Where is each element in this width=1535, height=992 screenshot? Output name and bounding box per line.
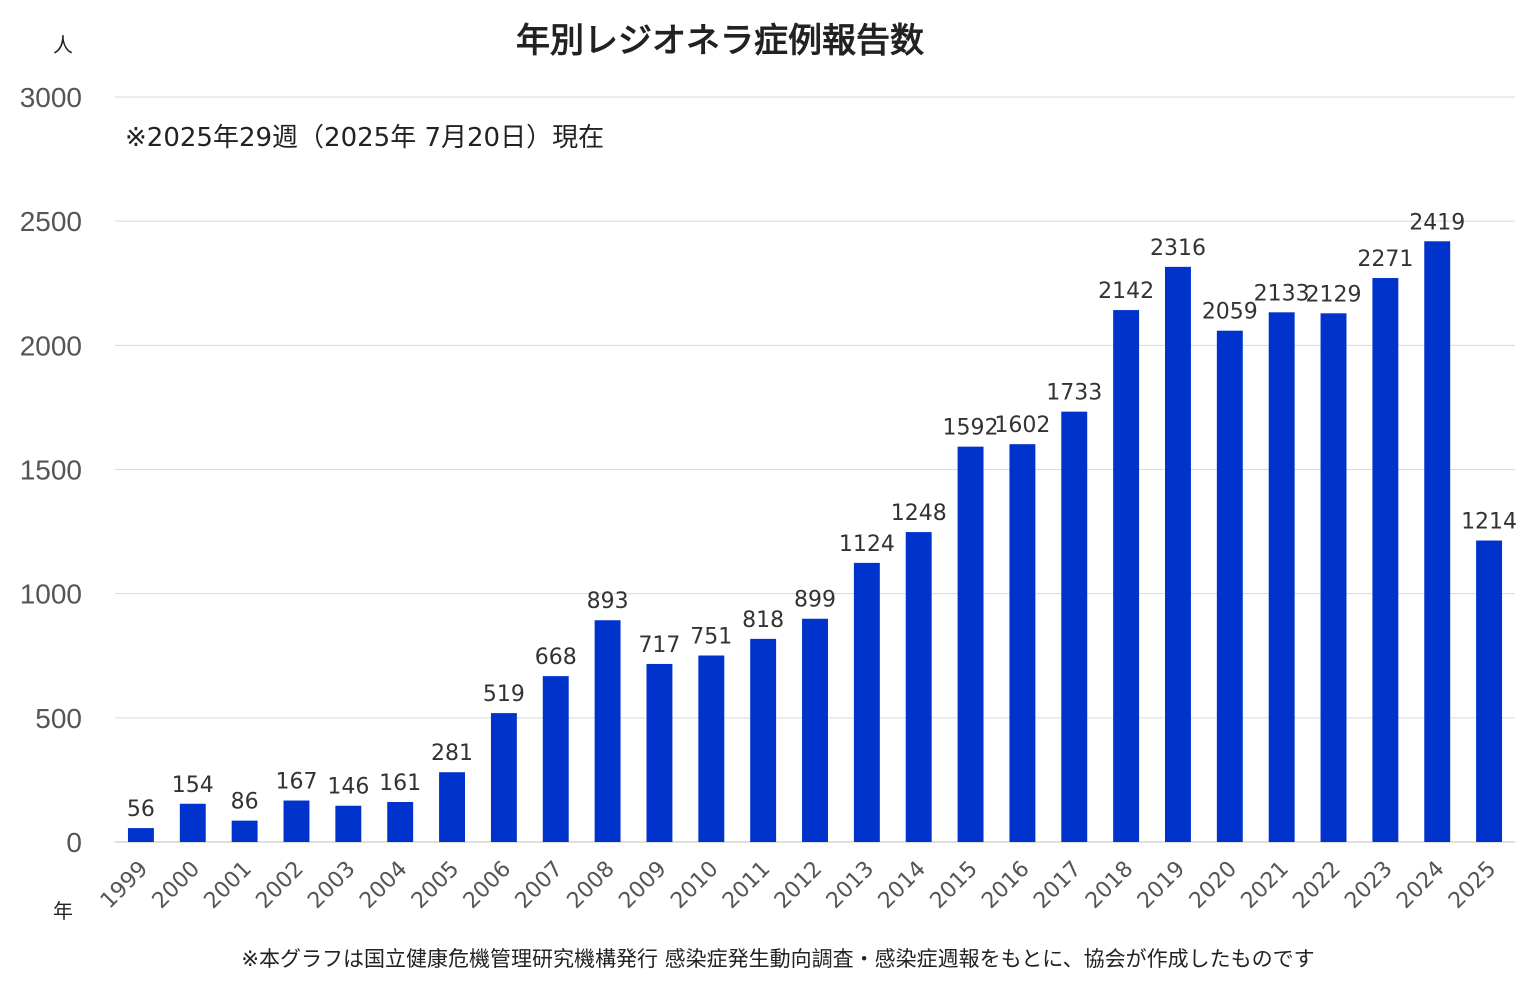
- data-label-2016: 1602: [994, 413, 1050, 438]
- bar-2021: [1268, 312, 1295, 842]
- x-tick-label-2008: 2008: [563, 857, 620, 914]
- bar-1999: [127, 828, 154, 842]
- bar-2015: [957, 446, 984, 842]
- x-tick-label-2014: 2014: [874, 857, 931, 914]
- bar-2017: [1061, 411, 1088, 842]
- data-label-2014: 1248: [891, 501, 947, 526]
- data-label-2008: 893: [587, 589, 629, 614]
- x-tick-label-2016: 2016: [977, 857, 1034, 914]
- bar-2006: [490, 713, 517, 842]
- bar-2002: [283, 800, 310, 842]
- y-axis-ticks: 0 500 1000 1500 2000 2500 3000: [20, 82, 82, 858]
- x-tick-label-2001: 2001: [200, 857, 257, 914]
- x-tick-label-2015: 2015: [926, 857, 983, 914]
- data-label-2019: 2316: [1150, 236, 1206, 261]
- y-tick-label: 0: [66, 827, 82, 858]
- x-tick-label-2006: 2006: [459, 857, 516, 914]
- x-tick-label-2005: 2005: [407, 857, 464, 914]
- bar-2001: [231, 820, 258, 842]
- as-of-note: ※2025年29週（2025年 7月20日）現在: [125, 123, 604, 153]
- bar-2019: [1165, 266, 1191, 842]
- bar-2009: [646, 663, 673, 842]
- bar-2024: [1424, 241, 1451, 842]
- y-tick-label: 1500: [20, 455, 82, 486]
- y-tick-label: 2000: [20, 330, 82, 361]
- data-label-2006: 519: [483, 682, 525, 707]
- bar-2025: [1476, 540, 1503, 842]
- data-label-2011: 818: [742, 608, 784, 633]
- data-label-2022: 2129: [1306, 282, 1362, 307]
- bar-2011: [750, 638, 777, 842]
- data-label-2009: 717: [638, 633, 680, 658]
- x-tick-label-2013: 2013: [822, 857, 879, 914]
- x-tick-label-2024: 2024: [1392, 857, 1449, 914]
- bar-2007: [542, 676, 569, 842]
- x-tick-label-2019: 2019: [1133, 857, 1190, 914]
- bar-2003: [335, 805, 362, 842]
- data-labels: 56 154 86 167 146 161 281 519 668 893 717 751 818 899…: [127, 210, 1517, 822]
- x-tick-label-2004: 2004: [355, 857, 412, 914]
- data-label-1999: 56: [127, 797, 155, 822]
- bar-2018: [1113, 310, 1140, 842]
- data-label-2002: 167: [275, 770, 317, 795]
- bar-2010: [698, 655, 725, 842]
- bar-2020: [1216, 330, 1243, 842]
- y-tick-label: 3000: [20, 82, 82, 113]
- data-label-2017: 1733: [1046, 381, 1102, 406]
- x-tick-label-2011: 2011: [718, 857, 775, 914]
- y-tick-label: 500: [35, 703, 82, 734]
- x-tick-label-2007: 2007: [511, 857, 568, 914]
- bar-2022: [1320, 313, 1347, 842]
- data-label-2010: 751: [690, 625, 732, 650]
- bars: [127, 241, 1503, 842]
- x-tick-label-2017: 2017: [1029, 857, 1086, 914]
- x-tick-label-1999: 1999: [96, 857, 153, 914]
- data-label-2013: 1124: [839, 532, 895, 557]
- bar-2013: [853, 562, 880, 842]
- data-label-2021: 2133: [1254, 281, 1310, 306]
- x-tick-label-2009: 2009: [614, 857, 671, 914]
- bar-2005: [439, 772, 465, 842]
- y-tick-label: 1000: [20, 579, 82, 610]
- x-axis-ticks: 1999200020012002200320042005200620072008…: [96, 857, 1501, 914]
- source-note: ※本グラフは国立健康危機管理研究機構発行 感染症発生動向調査・感染症週報をもとに…: [241, 947, 1314, 971]
- x-tick-label-2003: 2003: [303, 857, 360, 914]
- bar-2008: [594, 620, 621, 842]
- bar-2000: [179, 803, 206, 842]
- data-label-2023: 2271: [1357, 247, 1413, 272]
- bar-2016: [1009, 444, 1036, 842]
- x-tick-label-2023: 2023: [1340, 857, 1397, 914]
- data-label-2004: 161: [379, 771, 421, 796]
- data-label-2018: 2142: [1098, 279, 1154, 304]
- data-label-2001: 86: [231, 790, 259, 815]
- data-label-2015: 1592: [943, 416, 999, 441]
- bar-2023: [1372, 278, 1399, 842]
- x-tick-label-2021: 2021: [1237, 857, 1294, 914]
- bar-2012: [802, 618, 828, 842]
- bar-2004: [387, 802, 414, 842]
- x-tick-label-2018: 2018: [1081, 857, 1138, 914]
- x-tick-label-2020: 2020: [1185, 857, 1242, 914]
- data-label-2007: 668: [535, 645, 577, 670]
- x-tick-label-2022: 2022: [1288, 857, 1345, 914]
- bar-2014: [905, 532, 932, 842]
- x-tick-label-2000: 2000: [148, 857, 205, 914]
- chart-title: 年別レジオネラ症例報告数: [516, 21, 924, 61]
- x-tick-label-2010: 2010: [666, 857, 723, 914]
- y-axis-unit: 人: [53, 33, 73, 57]
- x-tick-label-2012: 2012: [770, 857, 827, 914]
- x-axis-unit: 年: [53, 899, 73, 923]
- gridlines: [115, 96, 1515, 843]
- x-tick-label-2025: 2025: [1444, 857, 1501, 914]
- data-label-2012: 899: [794, 588, 836, 613]
- x-tick-label-2002: 2002: [251, 857, 308, 914]
- data-label-2025: 1214: [1461, 510, 1517, 535]
- data-label-2003: 146: [327, 775, 369, 800]
- data-label-2024: 2419: [1409, 210, 1465, 235]
- data-label-2020: 2059: [1202, 300, 1258, 325]
- data-label-2000: 154: [172, 773, 214, 798]
- data-label-2005: 281: [431, 741, 473, 766]
- y-tick-label: 2500: [20, 206, 82, 237]
